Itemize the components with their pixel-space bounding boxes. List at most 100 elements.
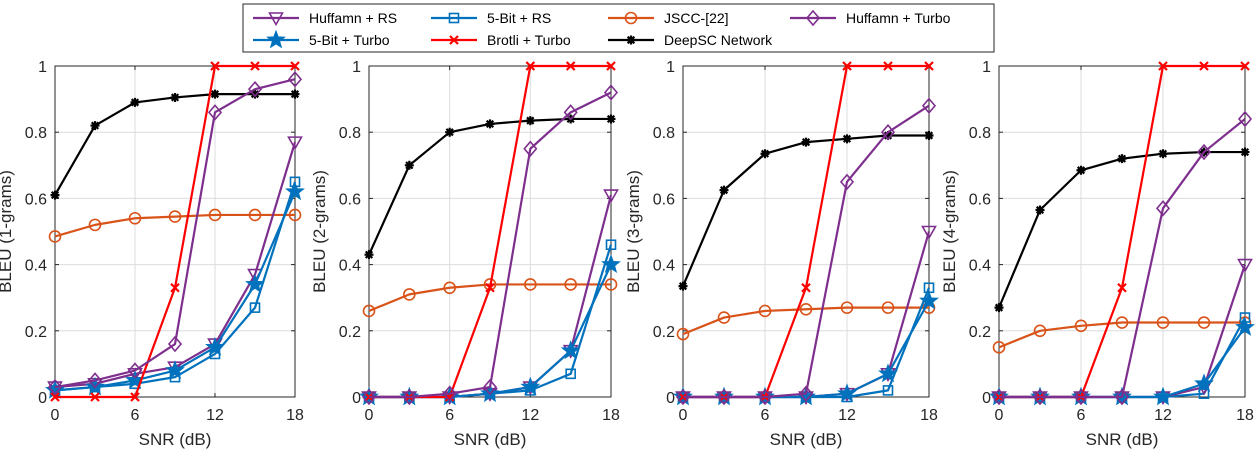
legend-entry: 5-Bit + RS [431,10,551,26]
legend-entry: Huffamn + Turbo [790,9,951,27]
data-point [1196,143,1212,161]
data-point [603,189,619,204]
x-axis-label: SNR (dB) [770,430,843,449]
y-tick-label: 1 [38,59,47,76]
data-point [1155,200,1171,217]
y-tick-label: 0.6 [25,191,47,208]
data-point [85,376,105,396]
legend-entry: Brotli + Turbo [431,32,571,48]
data-point [560,340,581,360]
legend-entry: 5-Bit + Turbo [253,29,390,49]
y-axis-label: BLEU (2-grams) [310,170,329,293]
data-point [1153,386,1173,406]
data-point [247,80,263,98]
y-tick-label: 0 [666,390,675,407]
data-point [87,372,103,389]
legend-marker-square-icon [448,12,460,24]
data-point [716,388,732,406]
data-point [880,123,896,141]
series-huffamn-turbo [991,110,1253,406]
data-point [443,281,456,295]
data-point [485,119,495,129]
legend-label: JSCC-[22] [664,10,729,26]
data-point [1035,205,1045,215]
x-tick-label: 18 [1236,407,1254,424]
data-point [1237,110,1253,128]
x-tick-label: 0 [51,407,60,424]
data-point [248,208,262,222]
y-tick-label: 1 [352,59,361,76]
data-point [1114,388,1130,406]
data-point [170,92,180,102]
data-point [285,181,305,201]
data-point [485,282,495,293]
chart-panel-2: 0 6 12 18 0 0.2 0.4 0.6 0.8 1 SNR (dB) BLEU (2-gram… [310,59,621,449]
x-axis-label: SNR (dB) [139,430,212,449]
y-axis-label: BLEU (4-grams) [940,170,959,293]
data-point [564,278,577,291]
series-line [683,104,930,399]
data-point [921,97,937,114]
data-point [881,301,895,314]
y-tick-label: 0.6 [969,191,991,208]
y-tick-label: 0.2 [25,324,47,341]
data-point [250,89,260,99]
data-point [563,104,578,121]
x-tick-label: 6 [131,407,140,424]
legend-entry: Huffamn + RS [253,10,397,27]
data-point [719,185,729,195]
y-tick-label: 0 [352,390,361,407]
data-point [520,376,541,396]
data-point [606,114,616,124]
data-point [364,250,374,260]
data-point [1074,319,1088,333]
data-point [604,278,618,291]
data-point [210,89,220,99]
data-point [48,230,62,243]
data-point [90,121,100,131]
x-tick-label: 6 [761,407,770,424]
legend-label: Huffamn + RS [309,10,397,26]
data-point [404,160,414,170]
data-point [801,282,811,293]
series-line [999,118,1246,399]
data-point [924,61,934,71]
legend-marker-triangle-down-icon [268,12,284,27]
legend-label: 5-Bit + Turbo [309,32,390,48]
data-point [760,149,770,159]
chart-panels: 0 6 12 18 0 0.2 0.4 0.6 0.8 1 SNR (dB) BLEU (1-gram… [0,59,1255,449]
data-point [606,61,616,71]
data-point [207,104,223,121]
data-point [1073,388,1089,406]
data-point [167,335,183,353]
legend-label: DeepSC Network [664,32,773,48]
y-tick-label: 0 [982,390,991,407]
legend-label: 5-Bit + RS [487,10,551,26]
data-point [249,302,261,313]
chart-panel-4: 0 6 12 18 0 0.2 0.4 0.6 0.8 1 SNR (dB) BLEU (4-gram… [940,59,1255,449]
data-point [170,282,180,293]
data-point [50,190,60,200]
data-point [1240,61,1250,71]
x-tick-label: 6 [445,407,454,424]
data-point [1076,165,1086,175]
x-tick-label: 12 [838,407,856,424]
data-point [798,385,814,402]
data-point [801,137,811,147]
data-point [994,303,1004,313]
data-point [1158,61,1168,71]
x-tick-label: 18 [920,407,938,424]
legend-marker-circle-icon [624,11,638,25]
data-point [678,281,688,291]
data-point [1158,149,1168,159]
data-point [362,304,376,318]
data-point [288,208,302,222]
data-point [605,239,617,251]
data-point [878,363,898,383]
series-jscc-22 [992,316,1252,354]
legend-box [242,3,995,53]
data-point [1199,61,1209,71]
data-point [525,61,536,71]
data-point [991,388,1007,406]
chart-panel-3: 0 6 12 18 0 0.2 0.4 0.6 0.8 1 SNR (dB) BLEU (3-gram… [624,59,939,449]
